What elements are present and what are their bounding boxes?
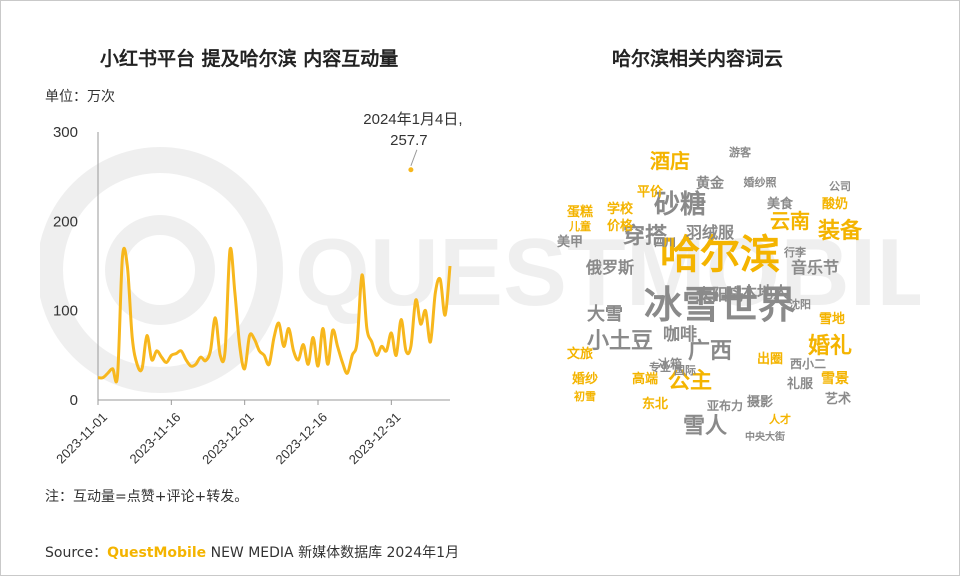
cloud-word: 婚纱	[572, 371, 598, 387]
cloud-word: 国际	[674, 363, 696, 377]
cloud-word: 摄影	[747, 394, 773, 410]
cloud-word: 文旅	[567, 346, 593, 362]
cloud-word: 西小二	[790, 356, 826, 371]
wordcloud-title: 哈尔滨相关内容词云	[612, 48, 784, 70]
cloud-word: 价格	[607, 218, 634, 234]
cloud-word: 穿搭	[623, 223, 668, 249]
source-rest: NEW MEDIA 新媒体数据库 2024年1月	[206, 545, 460, 561]
cloud-word: 雪地	[819, 311, 845, 327]
cloud-word: 婚礼	[808, 333, 852, 359]
y-tick-label: 300	[53, 124, 78, 141]
annotation-point	[408, 167, 414, 173]
cloud-word: 人才	[769, 412, 791, 426]
cloud-word: 酸奶	[822, 196, 848, 212]
cloud-word: 四川	[654, 236, 676, 249]
cloud-word: 蛋糕	[567, 204, 593, 220]
cloud-word: 音乐节	[791, 258, 839, 277]
source-prefix: Source：	[45, 545, 108, 561]
cloud-word: 中央大街	[745, 430, 785, 443]
cloud-word: 哈尔滨	[660, 232, 780, 278]
cloud-word: 艺术	[825, 391, 851, 407]
cloud-word: 儿童	[568, 219, 591, 233]
cloud-word: 大雪	[587, 303, 623, 325]
source-line: Source：QuestMobile NEW MEDIA 新媒体数据库 2024…	[45, 542, 459, 562]
cloud-word: 砂糖	[654, 189, 706, 220]
cloud-word: 咖啡	[663, 324, 697, 345]
unit-label: 单位：万次	[45, 89, 115, 105]
cloud-word: 学校	[607, 201, 634, 217]
cloud-word: 雪景	[821, 370, 849, 387]
chart-title: 小红书平台 提及哈尔滨 内容互动量	[100, 48, 399, 70]
annotation-leader	[410, 149, 418, 166]
cloud-word: 美甲	[557, 234, 583, 250]
cloud-word: 冰雪世界	[644, 283, 796, 327]
y-tick-label: 0	[70, 392, 78, 409]
cloud-word: 黄金	[696, 175, 725, 192]
cloud-word: 太阳岛	[695, 285, 744, 304]
cloud-word: 礼服	[787, 376, 814, 392]
cloud-word: 出圈	[757, 351, 783, 367]
cloud-word: 平价	[637, 185, 664, 200]
cloud-word: 东北	[642, 396, 668, 412]
cloud-word: 高端	[632, 371, 658, 387]
cloud-word: 小土豆	[587, 329, 653, 354]
cloud-word: 沈阳	[789, 297, 811, 311]
annotation-date: 2024年1月4日,	[363, 111, 462, 128]
y-tick-label: 100	[53, 303, 78, 320]
cloud-word: 初雪	[574, 389, 596, 403]
cloud-word: 美食	[767, 196, 794, 212]
cloud-word: 广西	[688, 338, 732, 364]
cloud-word: 云南	[770, 209, 810, 233]
cloud-word: 冰箱	[658, 356, 682, 371]
series-line	[97, 246, 452, 384]
cloud-word: 公司	[829, 180, 851, 193]
annotation-value: 257.7	[390, 132, 428, 149]
cloud-word: 专业	[649, 360, 671, 374]
cloud-word: 羽绒服	[686, 223, 735, 242]
y-tick-label: 200	[53, 213, 78, 230]
source-brand: QuestMobile	[107, 545, 207, 561]
cloud-word: 行李	[783, 245, 807, 259]
footnote: 注：互动量=点赞+评论+转发。	[45, 489, 249, 505]
cloud-word: 本地人	[741, 283, 790, 302]
cloud-word: 游客	[729, 145, 752, 159]
cloud-word: 亚布力	[707, 398, 743, 413]
cloud-word: 公主	[668, 369, 712, 394]
cloud-word: 雪人	[683, 414, 727, 439]
cloud-word: 俄罗斯	[585, 258, 634, 277]
cloud-word: 婚纱照	[744, 175, 777, 189]
cloud-word: 酒店	[650, 149, 690, 173]
cloud-word: 装备	[818, 218, 863, 244]
